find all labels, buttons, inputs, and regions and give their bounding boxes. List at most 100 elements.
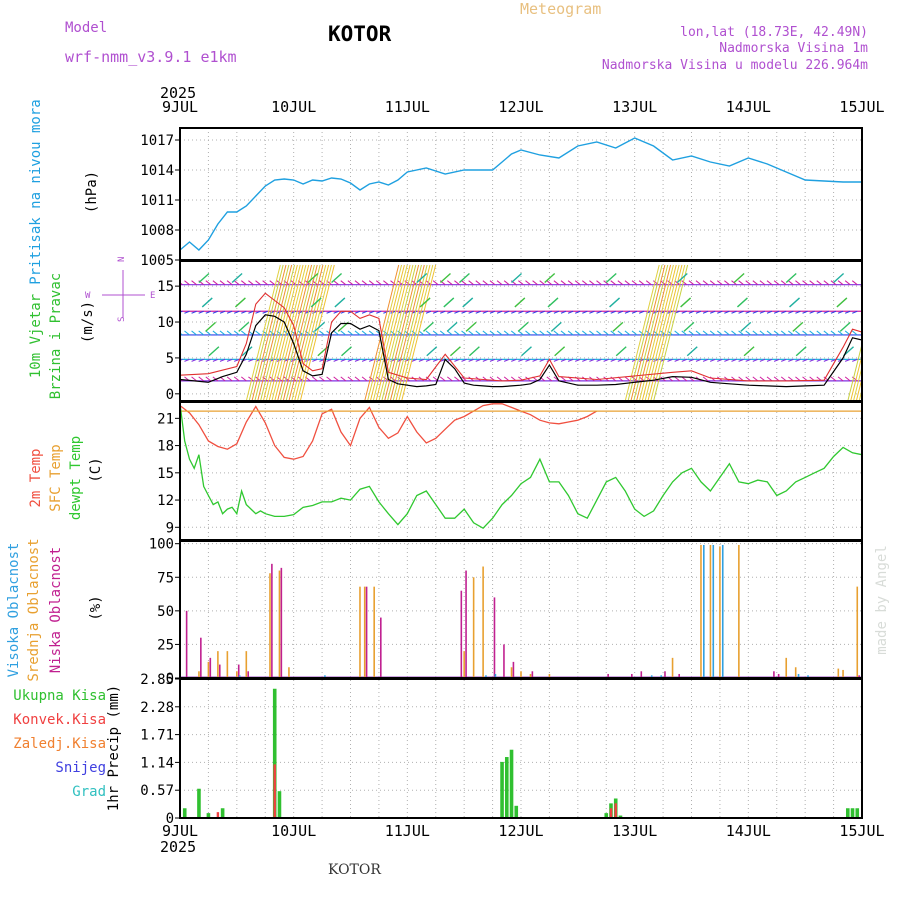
wind-barb	[447, 280, 453, 286]
wind-barb	[752, 280, 759, 286]
wind-barb	[468, 358, 474, 362]
wind-barb	[823, 358, 830, 362]
wind-barb	[375, 280, 382, 286]
wind-barb	[518, 310, 524, 314]
wind-barb	[624, 358, 631, 362]
wind-barb	[475, 330, 482, 336]
wind-barb	[546, 310, 552, 314]
wind-barb	[560, 330, 567, 336]
wind-barb	[624, 280, 631, 286]
wind-barb	[788, 358, 794, 362]
wind-barb	[219, 310, 226, 314]
wind-barb	[233, 330, 240, 336]
wind-barb	[532, 358, 538, 362]
wind-barb	[361, 358, 368, 362]
wind-barb	[354, 280, 361, 286]
altitude-text: Nadmorska Visina 1m	[719, 41, 868, 56]
wind-barb	[560, 310, 567, 314]
footer-station: KOTOR	[328, 862, 381, 878]
wind-barb	[511, 310, 517, 314]
y-tick-label: 0	[166, 387, 174, 403]
wind-barb	[432, 358, 439, 362]
wind-barb	[688, 280, 695, 286]
wind-barb	[383, 280, 389, 286]
wind-barb	[780, 376, 787, 382]
time-label-bottom: 11JUL	[385, 822, 430, 840]
wind-vector-strong	[630, 264, 666, 401]
watermark: made by Angel	[874, 545, 890, 655]
wind-vector-strong	[299, 264, 335, 401]
wind-barb	[184, 280, 190, 286]
time-label-bottom: 14JUL	[726, 822, 771, 840]
wind-barb	[198, 376, 204, 382]
precip-bar-total	[277, 791, 282, 818]
wind-vector	[446, 321, 458, 332]
y-tick-label: 1.14	[140, 755, 174, 771]
wind-barb	[717, 358, 723, 362]
wind-vector	[231, 273, 243, 284]
wind-barb	[674, 330, 680, 336]
precip-bar-total	[504, 757, 509, 818]
wind-barb	[773, 330, 780, 336]
wind-barb	[553, 330, 560, 336]
wind-vector	[416, 273, 428, 284]
wind-barb	[525, 310, 531, 314]
wind-barb	[724, 280, 730, 286]
cloud-unit: (%)	[88, 595, 104, 620]
wind-barb	[312, 358, 318, 362]
wind-barb	[347, 280, 354, 286]
wind-vector	[615, 346, 627, 357]
temp-sfc-ylabel: SFC Temp	[48, 444, 64, 511]
precip-bar-convective	[216, 812, 220, 818]
precip-bar-total	[514, 805, 519, 818]
wind-barb	[496, 280, 503, 286]
wind-barb	[759, 310, 766, 314]
wind-vector-strong	[650, 264, 686, 401]
wind-barb	[319, 376, 325, 382]
wind-barb	[852, 310, 858, 314]
wind-barb	[681, 310, 687, 314]
wind-barb	[461, 376, 467, 382]
wind-barb	[695, 358, 702, 362]
wind-barb	[816, 310, 822, 314]
wind-barb	[276, 310, 283, 314]
year-top: 2025	[160, 84, 197, 102]
wind-vector-strong	[847, 342, 862, 401]
wind-barb	[638, 310, 645, 314]
wind-barb	[759, 376, 766, 382]
wind-barb	[695, 310, 702, 314]
wind-barb	[468, 310, 474, 314]
wind-barb	[354, 376, 361, 382]
wind-barb	[432, 280, 439, 286]
wind-barb	[503, 280, 510, 286]
wind-barb	[574, 280, 581, 286]
wind-barb	[226, 310, 233, 314]
wind-barb	[205, 280, 212, 286]
wind-barb	[503, 310, 510, 314]
wind-barb	[312, 376, 318, 382]
wind-barb	[212, 330, 219, 336]
precip-bar-convective	[273, 764, 276, 818]
wind-vector-strong	[254, 264, 290, 401]
y-tick-label: 2.85	[140, 672, 174, 688]
wind-barb	[567, 358, 574, 362]
wind-vector-strong	[375, 264, 411, 401]
wind-vector-strong	[381, 264, 417, 401]
wind-barb	[603, 330, 609, 336]
wind-vector-strong	[245, 264, 281, 401]
wind-barb	[596, 310, 602, 314]
wind-barb	[226, 358, 233, 362]
wind-barb	[461, 310, 467, 314]
wind-barb	[795, 310, 801, 314]
wind-barb	[745, 280, 752, 286]
wind-barb	[496, 310, 503, 314]
time-label-bottom: 9JUL	[162, 822, 198, 840]
wind-vector	[792, 321, 804, 332]
wind-barb	[589, 358, 595, 362]
time-label-bottom: 13JUL	[612, 822, 657, 840]
time-label-top: 10JUL	[271, 98, 316, 116]
wind-vector	[686, 346, 698, 357]
wind-speed-line	[180, 314, 862, 388]
wind-barb	[447, 310, 453, 314]
